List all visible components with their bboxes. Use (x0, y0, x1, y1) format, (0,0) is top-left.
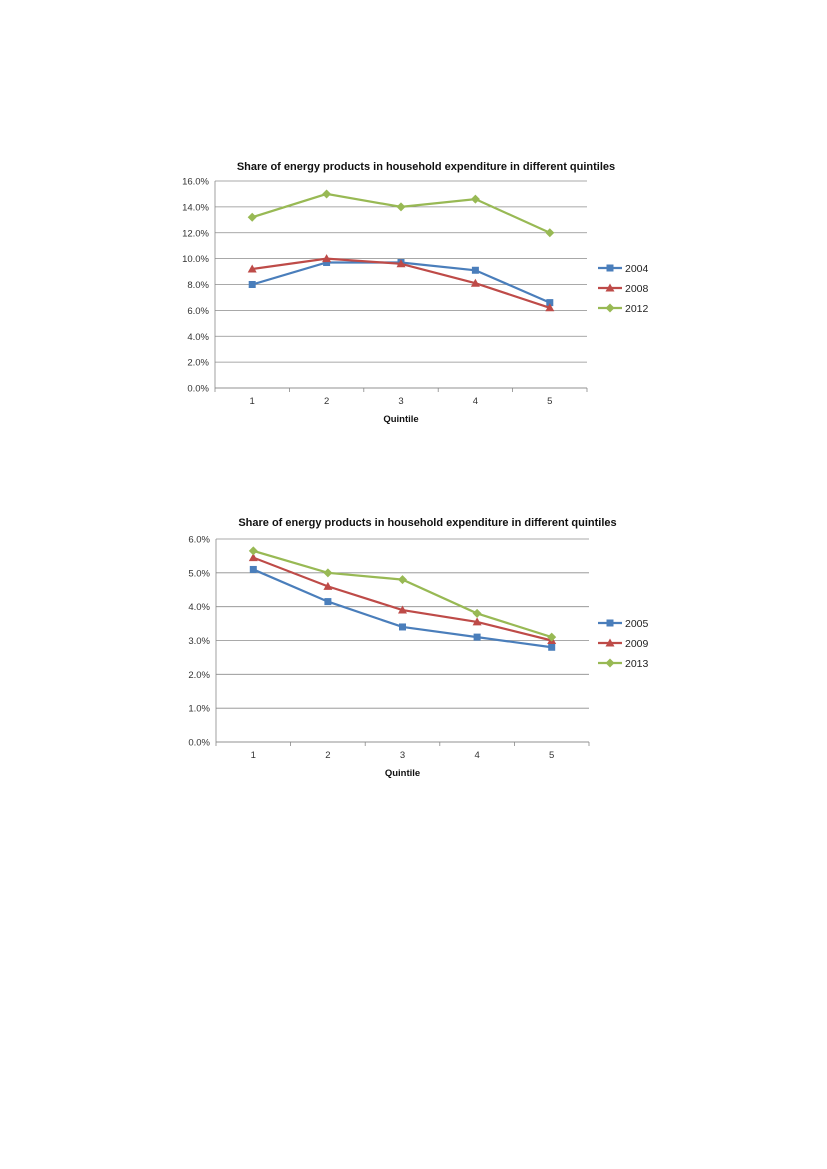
chart-1-series-2008 (247, 254, 555, 312)
chart-2-point-2009-4 (472, 617, 482, 626)
chart-2-title: Share of energy products in household ex… (238, 517, 616, 529)
chart-1-point-2004-5 (546, 299, 554, 307)
chart-2-legend-label: 2005 (625, 618, 649, 630)
chart-2-legend-label: 2009 (625, 638, 649, 650)
chart-1-point-2008-4 (470, 278, 480, 287)
chart-1-point-2004-2 (323, 259, 331, 267)
chart-2-point-2013-5 (547, 632, 557, 642)
chart-1-title: Share of energy products in household ex… (237, 161, 615, 173)
chart-1-legend-entry-2004: 2004 (598, 263, 649, 275)
chart-1-legend-label: 2008 (625, 283, 649, 295)
chart-2-point-2005-1 (249, 565, 257, 573)
chart-1-ytick-label: 8.0% (187, 280, 209, 291)
chart-1-point-2008-2 (322, 254, 332, 263)
chart-1-ytick-label: 2.0% (187, 358, 209, 369)
chart-2-ytick-label: 2.0% (188, 670, 210, 681)
chart-2-ytick-label: 5.0% (188, 568, 210, 579)
chart-1-xtick-label: 3 (398, 396, 403, 407)
chart-2-legend-marker (605, 658, 615, 668)
chart-2-legend-marker (606, 619, 614, 627)
chart-2-x-axis-label: Quintile (385, 768, 420, 779)
chart-1-legend-label: 2004 (625, 263, 649, 275)
chart-1-point-2012-5 (545, 228, 555, 238)
chart-1-point-2012-3 (396, 202, 406, 212)
chart-1-series-line-2004 (251, 261, 551, 304)
chart-1-ytick-label: 4.0% (187, 332, 209, 343)
chart-1-ytick-label: 14.0% (182, 202, 209, 213)
chart-2-point-2005-2 (324, 598, 332, 606)
chart-2-legend-marker (605, 638, 615, 647)
chart-2-series-2005 (249, 565, 556, 651)
chart-2-xtick-label: 4 (474, 750, 479, 761)
chart-2-legend-entry-2005: 2005 (598, 618, 649, 630)
chart-2-point-2005-4 (473, 633, 481, 641)
chart-1-series-2012 (247, 189, 555, 238)
chart-2-point-2005-5 (548, 643, 556, 651)
chart-1: Share of energy products in household ex… (0, 150, 827, 440)
chart-1-xtick-label: 4 (473, 396, 478, 407)
chart-2-point-2013-3 (398, 575, 407, 585)
chart-1-point-2012-4 (470, 194, 480, 204)
chart-2-point-2009-3 (398, 605, 407, 614)
chart-1-legend-entry-2012: 2012 (598, 303, 649, 315)
chart-2: Share of energy products in household ex… (0, 505, 827, 795)
chart-1-point-2008-3 (396, 259, 406, 268)
chart-2-xtick-label: 1 (251, 750, 256, 761)
chart-1-xtick-label: 5 (547, 396, 552, 407)
chart-1-point-2012-2 (322, 189, 332, 199)
chart-1-legend-marker (605, 283, 615, 292)
chart-1-ytick-label: 16.0% (182, 177, 209, 188)
chart-2-ytick-label: 3.0% (188, 636, 210, 647)
chart-1-xtick-label: 1 (250, 396, 255, 407)
chart-2-ytick-label: 4.0% (188, 602, 210, 613)
chart-2-series-2013 (248, 546, 557, 642)
chart-1-point-2008-1 (247, 264, 257, 273)
chart-2-svg: Share of energy products in household ex… (188, 517, 649, 779)
chart-1-ytick-label: 0.0% (187, 384, 209, 395)
chart-2-point-2013-2 (323, 568, 333, 578)
chart-2-point-2005-3 (399, 623, 406, 631)
chart-1-legend-entry-2008: 2008 (598, 283, 649, 295)
chart-2-legend-entry-2013: 2013 (598, 658, 649, 670)
chart-2-point-2009-2 (323, 581, 333, 590)
chart-2-xtick-label: 5 (549, 750, 554, 761)
chart-1-series-line-2012 (251, 192, 551, 234)
chart-2-legend-entry-2009: 2009 (598, 638, 649, 650)
chart-2-point-2013-4 (472, 608, 482, 618)
chart-1-ytick-label: 10.0% (182, 254, 209, 265)
chart-1-xtick-label: 2 (324, 396, 329, 407)
chart-1-x-axis-label: Quintile (383, 414, 418, 425)
chart-2-legend-label: 2013 (625, 658, 649, 670)
chart-1-legend-marker (606, 264, 614, 272)
chart-1-point-2008-5 (545, 303, 555, 312)
chart-2-ytick-label: 0.0% (188, 738, 210, 749)
chart-2-point-2013-1 (248, 546, 258, 556)
chart-2-xtick-label: 2 (325, 750, 330, 761)
chart-1-ytick-label: 12.0% (182, 228, 209, 239)
chart-1-svg: Share of energy products in household ex… (182, 161, 649, 425)
chart-2-ytick-label: 1.0% (188, 704, 210, 715)
chart-1-point-2004-4 (471, 266, 479, 274)
chart-2-point-2009-1 (248, 553, 258, 562)
chart-1-ytick-label: 6.0% (187, 306, 209, 317)
chart-1-legend-marker (605, 303, 615, 313)
chart-2-ytick-label: 6.0% (188, 535, 210, 546)
chart-1-point-2012-1 (247, 212, 257, 222)
chart-1-point-2004-1 (248, 281, 256, 288)
chart-1-legend-label: 2012 (625, 303, 649, 315)
chart-2-xtick-label: 3 (400, 750, 405, 761)
